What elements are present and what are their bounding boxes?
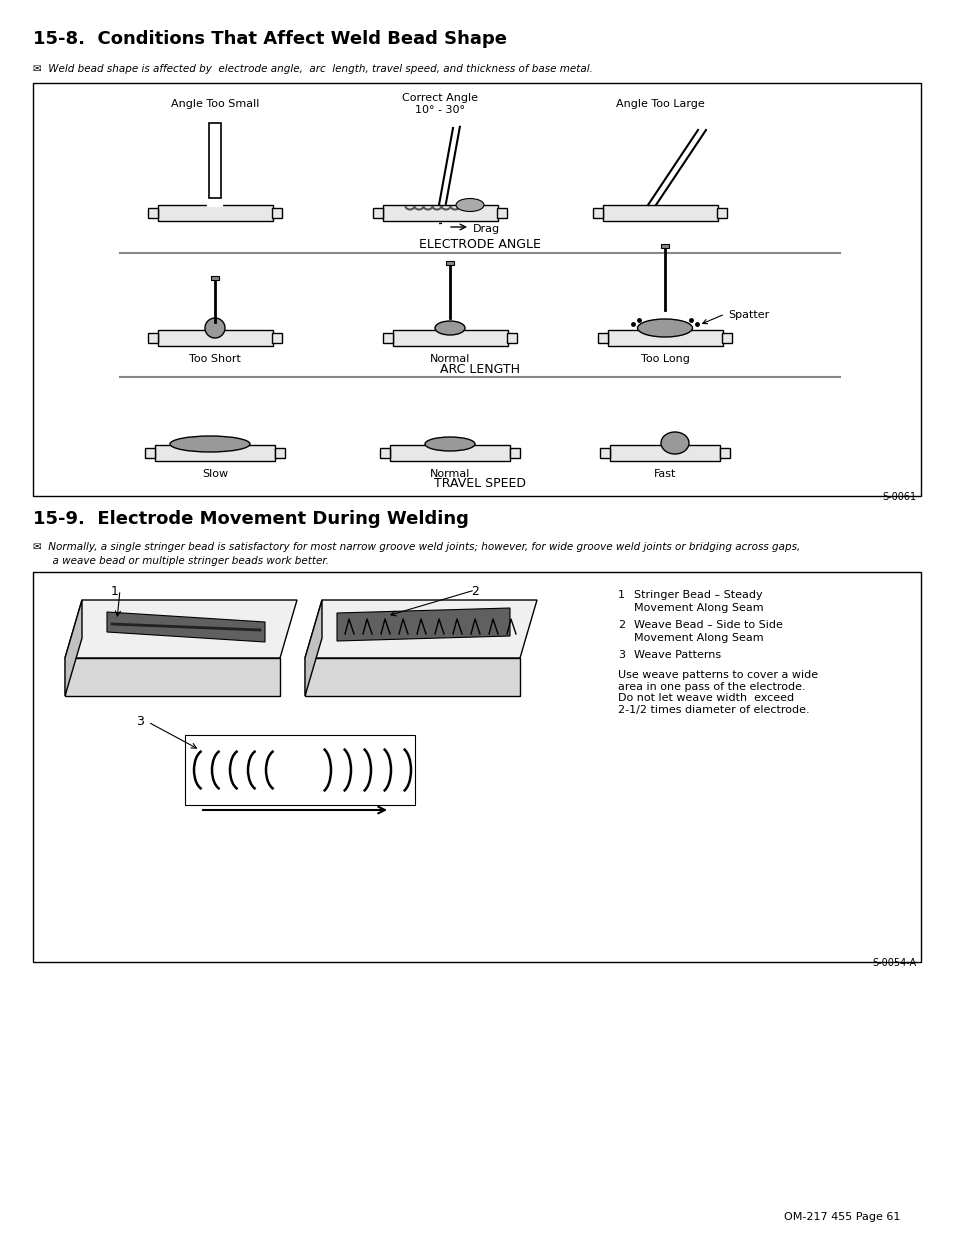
Polygon shape: [65, 600, 82, 697]
Text: ELECTRODE ANGLE: ELECTRODE ANGLE: [418, 238, 540, 251]
Text: Use weave patterns to cover a wide
area in one pass of the electrode.
Do not let: Use weave patterns to cover a wide area …: [618, 671, 818, 715]
Ellipse shape: [456, 199, 483, 211]
Ellipse shape: [435, 321, 464, 335]
Text: Stringer Bead – Steady: Stringer Bead – Steady: [634, 590, 761, 600]
Polygon shape: [305, 658, 519, 697]
Text: 1: 1: [618, 590, 624, 600]
Bar: [373, 207, 382, 219]
Bar: [721, 333, 731, 343]
Bar: [272, 333, 282, 343]
Bar: [33, 83, 920, 496]
Text: 2: 2: [471, 585, 478, 598]
Bar: [158, 330, 273, 346]
Text: Too Long: Too Long: [639, 354, 689, 364]
Bar: [446, 261, 454, 266]
Text: Too Short: Too Short: [189, 354, 241, 364]
Text: ARC LENGTH: ARC LENGTH: [439, 363, 519, 375]
Text: Normal: Normal: [430, 469, 470, 479]
Text: 15-8.  Conditions That Affect Weld Bead Shape: 15-8. Conditions That Affect Weld Bead S…: [33, 30, 506, 48]
Text: S-0061: S-0061: [882, 492, 916, 501]
Ellipse shape: [660, 432, 688, 454]
Bar: [379, 448, 390, 458]
Polygon shape: [305, 600, 537, 658]
Ellipse shape: [205, 317, 225, 338]
Text: 3: 3: [618, 650, 624, 659]
Bar: [593, 207, 602, 219]
Bar: [599, 448, 609, 458]
Polygon shape: [305, 600, 322, 697]
Polygon shape: [65, 658, 280, 697]
Ellipse shape: [424, 437, 475, 451]
Polygon shape: [336, 608, 510, 641]
Text: Correct Angle: Correct Angle: [401, 93, 477, 103]
Text: Spatter: Spatter: [727, 310, 768, 320]
Text: ✉  Weld bead shape is affected by  electrode angle,  arc  length, travel speed, : ✉ Weld bead shape is affected by electro…: [33, 64, 592, 74]
Bar: [720, 448, 729, 458]
Bar: [598, 333, 607, 343]
Bar: [33, 572, 920, 962]
Text: ✉  Normally, a single stringer bead is satisfactory for most narrow groove weld : ✉ Normally, a single stringer bead is sa…: [33, 542, 800, 552]
Text: Fast: Fast: [653, 469, 676, 479]
Bar: [602, 205, 718, 221]
Bar: [382, 333, 393, 343]
Bar: [158, 205, 273, 221]
Bar: [209, 124, 221, 198]
Bar: [148, 333, 158, 343]
Text: 3: 3: [136, 715, 144, 727]
Text: Normal: Normal: [430, 354, 470, 364]
Bar: [145, 448, 154, 458]
Text: S-0054-A: S-0054-A: [872, 958, 916, 968]
Text: 15-9.  Electrode Movement During Welding: 15-9. Electrode Movement During Welding: [33, 510, 468, 529]
Text: Drag: Drag: [473, 224, 499, 233]
Bar: [717, 207, 726, 219]
Bar: [390, 445, 510, 461]
Bar: [148, 207, 158, 219]
Text: Slow: Slow: [202, 469, 228, 479]
Polygon shape: [107, 613, 265, 642]
Text: OM-217 455 Page 61: OM-217 455 Page 61: [782, 1212, 899, 1221]
Bar: [154, 445, 274, 461]
Bar: [506, 333, 517, 343]
Bar: [497, 207, 506, 219]
Ellipse shape: [637, 319, 692, 337]
Bar: [382, 205, 497, 221]
Text: Angle Too Small: Angle Too Small: [171, 99, 259, 109]
Text: Movement Along Seam: Movement Along Seam: [634, 603, 762, 613]
Bar: [274, 448, 285, 458]
Bar: [211, 275, 219, 280]
Text: Weave Patterns: Weave Patterns: [634, 650, 720, 659]
Text: 1: 1: [111, 585, 119, 598]
Polygon shape: [65, 600, 296, 658]
Bar: [510, 448, 519, 458]
Bar: [185, 735, 415, 805]
Bar: [609, 445, 720, 461]
Text: a weave bead or multiple stringer beads work better.: a weave bead or multiple stringer beads …: [33, 556, 329, 566]
Text: TRAVEL SPEED: TRAVEL SPEED: [434, 477, 525, 490]
Text: Movement Along Seam: Movement Along Seam: [634, 634, 762, 643]
Ellipse shape: [170, 436, 250, 452]
Text: Angle Too Large: Angle Too Large: [615, 99, 703, 109]
Text: 10° - 30°: 10° - 30°: [415, 105, 464, 115]
Text: 2: 2: [618, 620, 624, 630]
Bar: [393, 330, 507, 346]
Bar: [607, 330, 722, 346]
Text: Weave Bead – Side to Side: Weave Bead – Side to Side: [634, 620, 782, 630]
Bar: [272, 207, 282, 219]
Bar: [660, 245, 668, 248]
